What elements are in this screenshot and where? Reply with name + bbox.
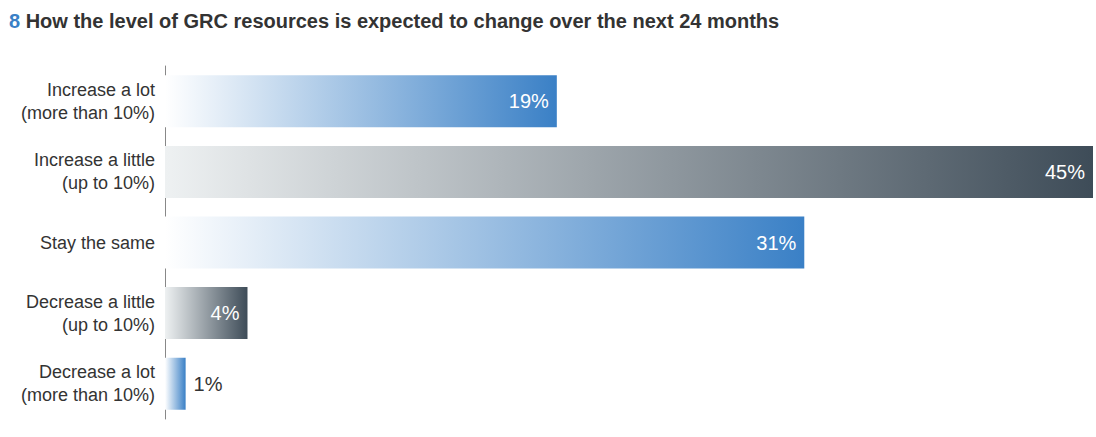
svg-text:Increase a lot: Increase a lot xyxy=(47,80,155,100)
svg-text:Stay the same: Stay the same xyxy=(40,233,155,253)
svg-text:45%: 45% xyxy=(1045,161,1085,183)
svg-text:How the level of GRC resources: How the level of GRC resources is expect… xyxy=(20,10,779,32)
svg-text:(more than 10%): (more than 10%) xyxy=(21,103,155,123)
svg-text:(more than 10%): (more than 10%) xyxy=(21,385,155,405)
svg-text:31%: 31% xyxy=(756,232,796,254)
svg-text:8: 8 xyxy=(9,10,20,32)
svg-text:4%: 4% xyxy=(211,302,240,324)
svg-text:1%: 1% xyxy=(194,373,223,395)
svg-text:19%: 19% xyxy=(509,90,549,112)
svg-text:Decrease a lot: Decrease a lot xyxy=(39,362,155,382)
svg-text:Decrease a little: Decrease a little xyxy=(26,292,155,312)
svg-text:(up to 10%): (up to 10%) xyxy=(62,173,155,193)
svg-text:(up to 10%): (up to 10%) xyxy=(62,315,155,335)
svg-text:Increase a little: Increase a little xyxy=(34,150,155,170)
